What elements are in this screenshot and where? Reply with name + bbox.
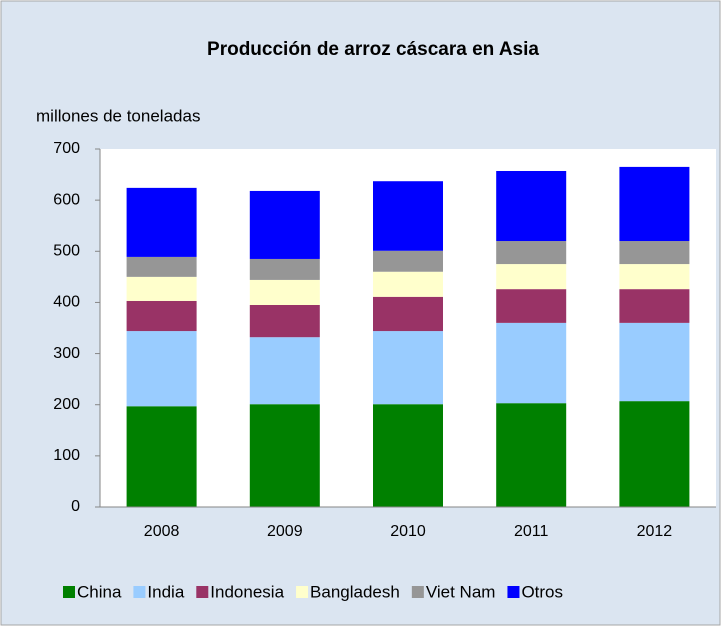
bar-segment (373, 271, 443, 297)
legend-swatch (196, 586, 209, 598)
bar-segment (249, 190, 320, 259)
x-tick-label: 2010 (390, 523, 426, 540)
y-tick-label: 400 (53, 294, 80, 311)
bar-segment (126, 300, 197, 332)
bar-segment (373, 181, 443, 251)
legend-label: Viet Nam (426, 582, 496, 601)
bar-segment (373, 331, 443, 405)
legend-swatch (507, 586, 520, 598)
bar-segment (496, 403, 567, 507)
bar-segment (619, 241, 690, 265)
legend-label: India (147, 582, 184, 601)
y-tick-label: 700 (53, 140, 80, 157)
y-tick-label: 600 (53, 191, 80, 208)
bar-segment (249, 304, 320, 338)
bar-segment (373, 250, 443, 272)
bar-segment (249, 279, 320, 305)
legend-label: Bangladesh (310, 582, 400, 601)
y-tick-label: 500 (53, 243, 80, 260)
bar-segment (619, 264, 690, 290)
bar-segment (126, 187, 197, 257)
bar-segment (126, 276, 197, 301)
y-tick-label: 100 (53, 447, 80, 464)
bar-segment (249, 258, 320, 280)
bar-segment (373, 296, 443, 332)
x-tick-label: 2009 (267, 523, 303, 540)
bar-segment (619, 166, 690, 242)
bar-segment (126, 331, 197, 407)
x-tick-label: 2012 (637, 523, 673, 540)
bar-segment (496, 322, 567, 404)
bar-segment (496, 241, 567, 265)
bar-segment (619, 322, 690, 402)
legend-label: Otros (521, 582, 563, 601)
legend-label: China (77, 582, 122, 601)
bar-segment (496, 289, 567, 323)
bar-segment (249, 404, 320, 507)
bar-segment (496, 170, 567, 242)
x-tick-label: 2011 (514, 523, 549, 540)
bar-segment (619, 401, 690, 507)
chart-title: Producción de arroz cáscara en Asia (207, 39, 539, 60)
legend-swatch (296, 586, 309, 598)
legend-swatch (63, 586, 75, 598)
y-tick-label: 300 (53, 345, 80, 362)
y-tick-label: 0 (71, 498, 80, 515)
bar-segment (373, 404, 443, 507)
x-tick-label: 2008 (144, 523, 180, 540)
bar-segment (126, 406, 197, 507)
legend-swatch (411, 586, 424, 598)
y-axis-label: millones de toneladas (36, 106, 200, 125)
bar-segment (619, 289, 690, 323)
legend-swatch (133, 586, 146, 598)
bar-segment (126, 256, 197, 277)
bar-segment (249, 337, 320, 405)
legend-label: Indonesia (210, 582, 284, 601)
bar-segment (496, 264, 567, 290)
y-tick-label: 200 (53, 396, 80, 413)
